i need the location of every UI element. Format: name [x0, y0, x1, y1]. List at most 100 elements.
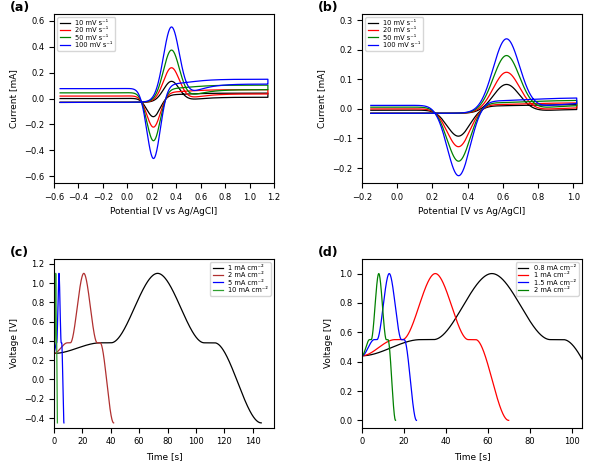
2 mA cm⁻² [382, 333, 389, 338]
5 mA cm⁻² [61, 420, 68, 426]
100 mV s⁻¹ [56, 100, 64, 105]
100 mV s⁻¹ [109, 86, 116, 92]
20 mV s⁻¹ [56, 100, 64, 105]
Text: (a): (a) [10, 1, 30, 14]
1 mA cm⁻² [432, 271, 439, 276]
50 mV s⁻¹ [455, 158, 462, 164]
Y-axis label: Voltage [V]: Voltage [V] [325, 318, 334, 368]
Line: 1 mA cm⁻²: 1 mA cm⁻² [54, 274, 261, 423]
Line: 1.5 mA cm⁻²: 1.5 mA cm⁻² [362, 274, 416, 420]
20 mV s⁻¹ [109, 93, 116, 99]
2 mA cm⁻² [89, 322, 97, 328]
2 mA cm⁻² [358, 353, 365, 359]
Line: 20 mV s⁻¹: 20 mV s⁻¹ [371, 72, 577, 147]
Y-axis label: Current [mA]: Current [mA] [317, 69, 326, 128]
50 mV s⁻¹ [109, 90, 116, 96]
0.8 mA cm⁻² [428, 337, 436, 343]
1 mA cm⁻² [56, 350, 64, 356]
100 mV s⁻¹ [367, 102, 374, 108]
0.8 mA cm⁻² [538, 333, 545, 338]
20 mV s⁻¹ [367, 110, 374, 116]
10 mV s⁻¹ [439, 110, 446, 116]
20 mV s⁻¹ [216, 92, 223, 97]
2 mA cm⁻² [50, 351, 58, 356]
0.8 mA cm⁻² [358, 353, 365, 359]
10 mV s⁻¹ [414, 110, 421, 116]
50 mV s⁻¹ [439, 110, 446, 116]
0.8 mA cm⁻² [527, 320, 535, 325]
Line: 50 mV s⁻¹: 50 mV s⁻¹ [60, 50, 268, 141]
Line: 10 mV s⁻¹: 10 mV s⁻¹ [371, 85, 577, 136]
1 mA cm⁻² [185, 322, 193, 328]
2 mA cm⁻² [92, 336, 99, 342]
10 mV s⁻¹ [367, 108, 374, 113]
10 mA cm⁻² [54, 420, 61, 426]
Line: 2 mA cm⁻²: 2 mA cm⁻² [54, 274, 113, 423]
2 mA cm⁻² [375, 271, 382, 276]
0.8 mA cm⁻² [515, 300, 523, 306]
50 mV s⁻¹ [168, 47, 175, 53]
Y-axis label: Voltage [V]: Voltage [V] [10, 318, 19, 368]
2 mA cm⁻² [86, 301, 94, 306]
Line: 10 mV s⁻¹: 10 mV s⁻¹ [60, 81, 268, 117]
2 mA cm⁻² [110, 420, 117, 426]
50 mV s⁻¹ [526, 94, 533, 100]
1 mA cm⁻² [454, 320, 461, 325]
1.5 mA cm⁻² [413, 417, 420, 423]
10 mV s⁻¹ [367, 110, 374, 116]
Text: (b): (b) [318, 1, 338, 14]
20 mV s⁻¹ [526, 99, 533, 104]
10 mA cm⁻² [53, 336, 60, 342]
1 mA cm⁻² [460, 333, 467, 338]
10 mV s⁻¹ [526, 102, 533, 108]
100 mV s⁻¹ [367, 110, 374, 116]
2 mA cm⁻² [384, 337, 391, 343]
100 mV s⁻¹ [543, 102, 550, 108]
10 mV s⁻¹ [543, 108, 550, 113]
5 mA cm⁻² [50, 351, 58, 356]
1 mA cm⁻² [209, 340, 216, 345]
Line: 1 mA cm⁻²: 1 mA cm⁻² [362, 274, 509, 420]
20 mV s⁻¹ [150, 125, 157, 130]
100 mV s⁻¹ [419, 103, 427, 109]
50 mV s⁻¹ [234, 87, 241, 93]
50 mV s⁻¹ [419, 105, 427, 110]
1 mA cm⁻² [194, 336, 201, 342]
5 mA cm⁻² [55, 271, 62, 276]
10 mA cm⁻² [50, 350, 58, 356]
1.5 mA cm⁻² [360, 352, 367, 358]
2 mA cm⁻² [52, 350, 59, 356]
Legend: 1 mA cm⁻², 2 mA cm⁻², 5 mA cm⁻², 10 mA cm⁻²: 1 mA cm⁻², 2 mA cm⁻², 5 mA cm⁻², 10 mA c… [210, 262, 271, 296]
Text: (d): (d) [318, 245, 338, 258]
1 mA cm⁻² [398, 337, 405, 343]
Legend: 0.8 mA cm⁻², 1 mA cm⁻², 1.5 mA cm⁻², 2 mA cm⁻²: 0.8 mA cm⁻², 1 mA cm⁻², 1.5 mA cm⁻², 2 m… [516, 262, 578, 296]
Legend: 10 mV s⁻¹, 20 mV s⁻¹, 50 mV s⁻¹, 100 mV s⁻¹: 10 mV s⁻¹, 20 mV s⁻¹, 50 mV s⁻¹, 100 mV … [365, 17, 424, 51]
X-axis label: Potential [V vs Ag/AgCl]: Potential [V vs Ag/AgCl] [418, 207, 526, 216]
50 mV s⁻¹ [128, 100, 136, 105]
X-axis label: Time [s]: Time [s] [146, 452, 182, 461]
20 mV s⁻¹ [168, 65, 175, 70]
5 mA cm⁻² [50, 350, 58, 356]
100 mV s⁻¹ [234, 82, 241, 87]
50 mV s⁻¹ [104, 100, 111, 105]
20 mV s⁻¹ [375, 106, 382, 112]
100 mV s⁻¹ [375, 102, 382, 108]
10 mV s⁻¹ [109, 96, 116, 102]
1 mA cm⁻² [358, 353, 365, 359]
100 mV s⁻¹ [503, 36, 510, 42]
10 mV s⁻¹ [168, 78, 175, 84]
0.8 mA cm⁻² [488, 271, 496, 276]
20 mV s⁻¹ [503, 70, 510, 75]
1 mA cm⁻² [505, 417, 512, 423]
50 mV s⁻¹ [367, 110, 374, 116]
1.5 mA cm⁻² [400, 337, 407, 343]
1 mA cm⁻² [154, 271, 161, 276]
Line: 20 mV s⁻¹: 20 mV s⁻¹ [60, 68, 268, 127]
2 mA cm⁻² [380, 320, 388, 325]
10 mV s⁻¹ [64, 96, 71, 102]
1.5 mA cm⁻² [391, 300, 398, 306]
20 mV s⁻¹ [419, 106, 427, 112]
5 mA cm⁻² [58, 340, 65, 345]
2 mA cm⁻² [392, 417, 399, 423]
20 mV s⁻¹ [56, 93, 64, 99]
